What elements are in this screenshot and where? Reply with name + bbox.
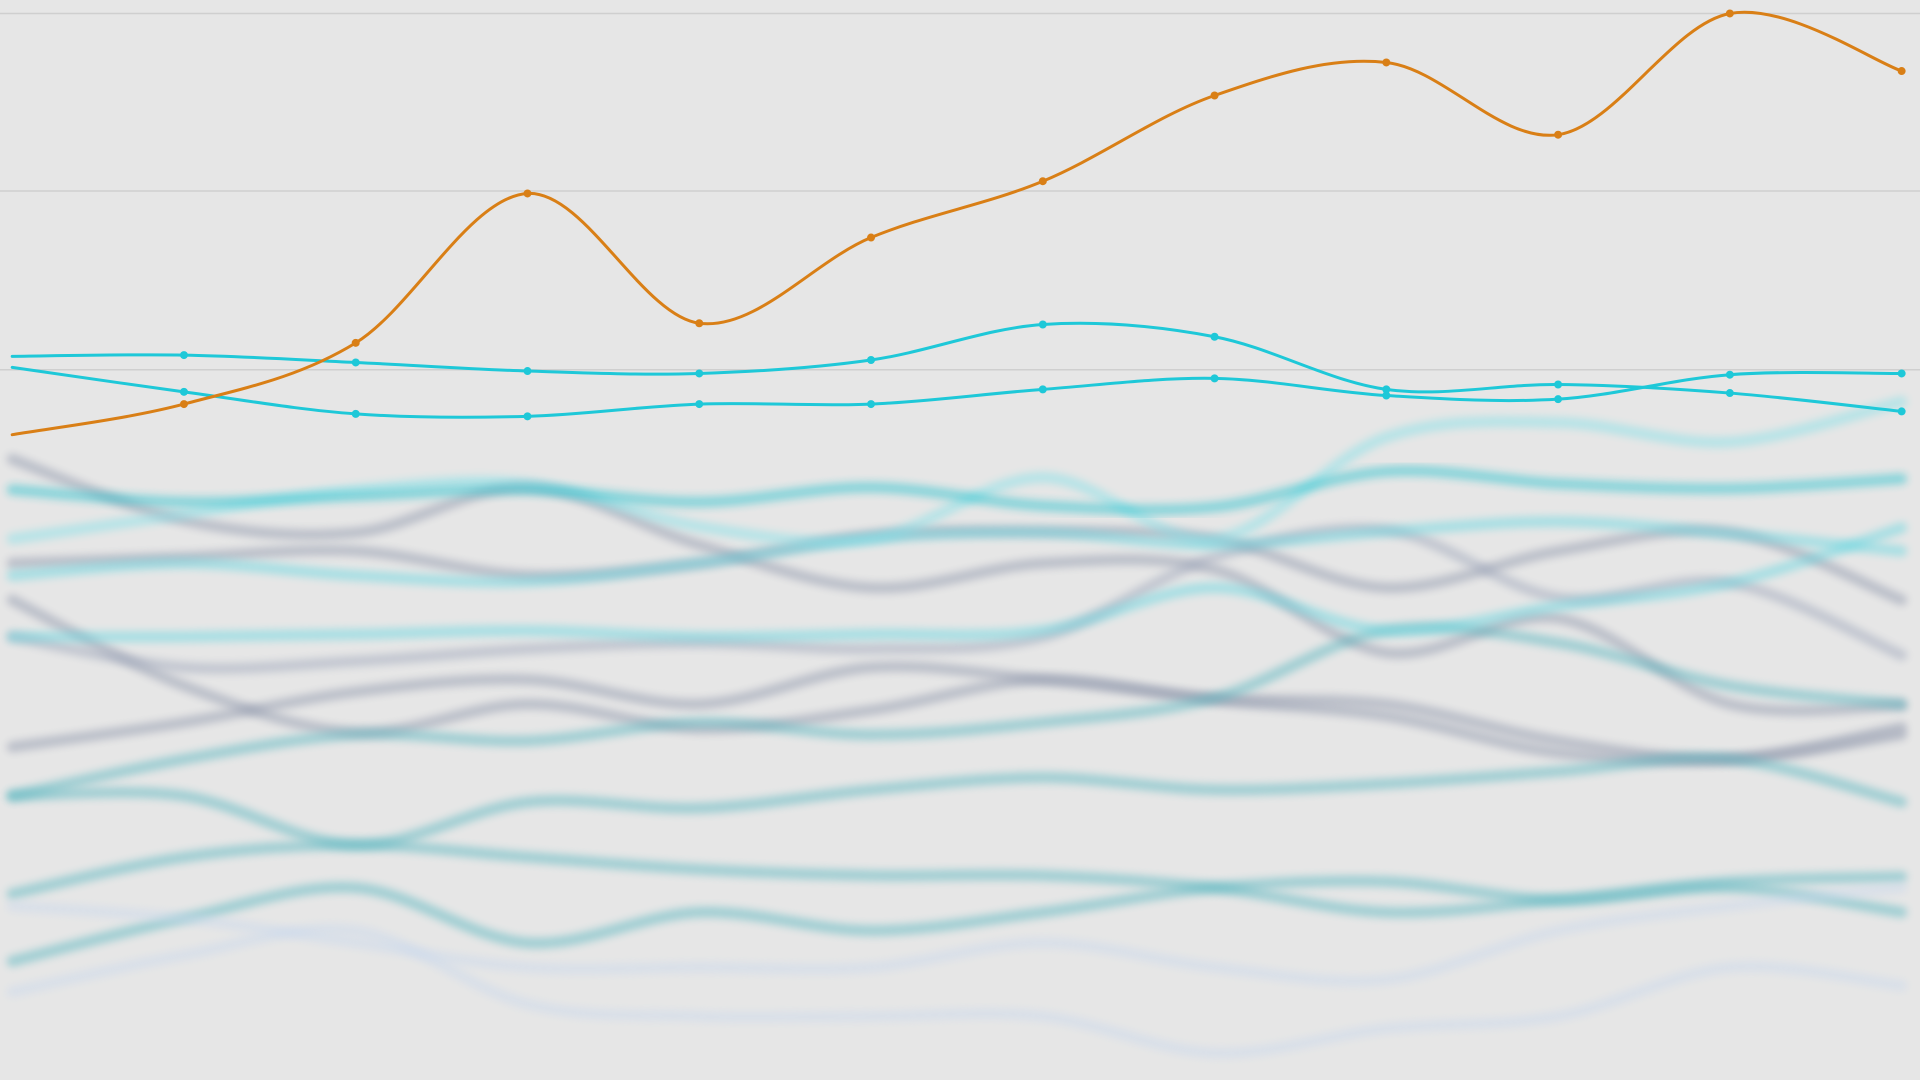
point bbox=[1725, 389, 1734, 398]
line-series bbox=[10, 365, 1904, 419]
line-series bbox=[6, 516, 1908, 588]
point bbox=[523, 367, 532, 376]
point bbox=[523, 189, 532, 198]
point bbox=[1554, 380, 1563, 389]
point bbox=[1897, 407, 1906, 416]
line-series bbox=[10, 10, 1904, 437]
point bbox=[1038, 385, 1047, 394]
point bbox=[179, 387, 188, 396]
point bbox=[867, 400, 876, 409]
point bbox=[1554, 395, 1563, 404]
point bbox=[1382, 391, 1391, 400]
point bbox=[867, 233, 876, 242]
point bbox=[1210, 332, 1219, 341]
line-series bbox=[6, 453, 1908, 717]
point bbox=[523, 412, 532, 421]
line-series bbox=[6, 923, 1908, 1059]
point bbox=[1382, 58, 1391, 67]
line-series bbox=[10, 321, 1904, 413]
line-series bbox=[6, 594, 1908, 767]
point bbox=[695, 319, 704, 328]
point bbox=[1038, 320, 1047, 329]
line-series bbox=[6, 882, 1908, 987]
point bbox=[179, 400, 188, 409]
point bbox=[695, 369, 704, 378]
line-series bbox=[6, 522, 1908, 643]
point bbox=[1210, 91, 1219, 100]
point bbox=[1038, 177, 1047, 186]
point bbox=[1725, 370, 1734, 379]
line-series bbox=[6, 621, 1908, 802]
point bbox=[351, 338, 360, 347]
point bbox=[1210, 374, 1219, 383]
point bbox=[695, 400, 704, 409]
point bbox=[1897, 369, 1906, 378]
point bbox=[351, 409, 360, 418]
point bbox=[351, 358, 360, 367]
line-series bbox=[6, 660, 1908, 765]
point bbox=[1725, 9, 1734, 18]
point bbox=[1897, 67, 1906, 76]
point bbox=[1382, 385, 1391, 394]
point bbox=[1554, 130, 1563, 139]
point bbox=[867, 356, 876, 364]
line-series bbox=[6, 465, 1908, 516]
line-series bbox=[6, 875, 1908, 967]
point bbox=[179, 351, 188, 360]
